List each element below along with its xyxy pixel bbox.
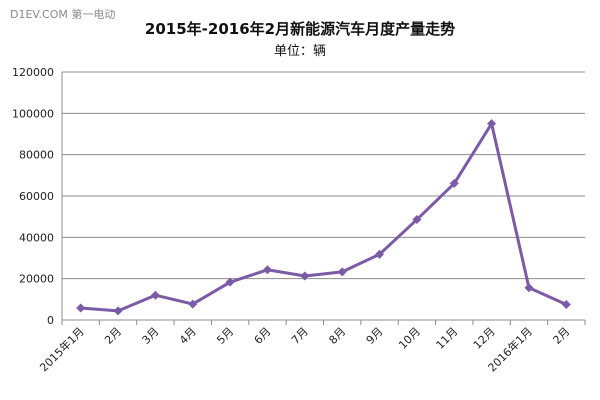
data-point [76, 303, 86, 313]
data-point [487, 119, 497, 129]
chart-subtitle: 单位：辆 [273, 44, 326, 59]
x-tick-label: 11月 [434, 325, 461, 352]
y-axis-ticks: 0 20000 40000 60000 80000 100000 120000 [12, 66, 54, 327]
data-point [524, 283, 534, 293]
data-point [375, 249, 385, 259]
y-tick-label: 20000 [19, 273, 54, 286]
y-tick-label: 100000 [12, 107, 54, 120]
y-tick-label: 120000 [12, 66, 54, 79]
watermark: D1EV.COM 第一电动 [10, 8, 116, 21]
x-tick-label: 6月 [252, 325, 274, 347]
series-group [76, 119, 571, 316]
data-point [412, 215, 422, 225]
x-tick-label: 5月 [214, 325, 236, 347]
x-tick-label: 4月 [177, 325, 199, 347]
x-tick-label: 2月 [551, 325, 573, 347]
data-point [337, 267, 347, 277]
grid-lines [62, 71, 585, 280]
data-point [300, 271, 310, 281]
data-point [113, 306, 123, 316]
y-tick-label: 80000 [19, 149, 54, 162]
data-point [449, 178, 459, 188]
x-tick-label: 10月 [396, 325, 423, 352]
y-tick-label: 40000 [19, 231, 54, 244]
x-tick-label: 9月 [364, 325, 386, 347]
axes [61, 72, 586, 325]
series-line [80, 122, 567, 313]
x-tick-label: 12月 [471, 325, 498, 352]
x-tick-label: 7月 [289, 325, 311, 347]
data-point [225, 277, 235, 287]
x-tick-label: 2015年1月 [37, 324, 87, 374]
y-tick-label: 0 [47, 314, 54, 327]
x-tick-label: 3月 [140, 325, 162, 347]
y-tick-label: 60000 [19, 190, 54, 203]
data-point [188, 299, 198, 309]
data-point [150, 290, 160, 300]
x-tick-label: 2月 [102, 325, 124, 347]
x-tick-label: 8月 [326, 325, 348, 347]
data-point [561, 300, 571, 309]
chart-title: 2015年-2016年2月新能源汽车月度产量走势 [144, 20, 456, 38]
data-point [262, 265, 272, 275]
